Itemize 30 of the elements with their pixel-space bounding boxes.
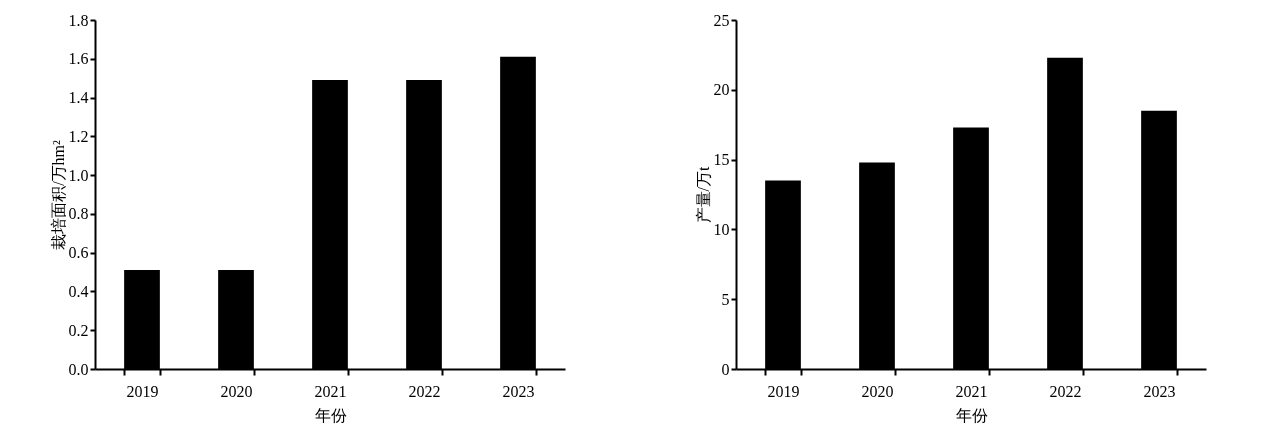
x-tick-label: 2023 — [1143, 382, 1176, 400]
x-tick-label: 2021 — [955, 382, 988, 400]
y-tick-label: 1.0 — [68, 166, 89, 184]
y-tick-label: 1.6 — [68, 50, 89, 68]
y-axis-title: 产量/万t — [694, 166, 712, 224]
y-tick-label: 0.4 — [68, 282, 89, 300]
x-tick-label: 2023 — [502, 382, 535, 400]
y-tick-label: 0.6 — [68, 244, 89, 262]
y-tick-label: 0.2 — [68, 321, 89, 339]
y-tick-label: 1.2 — [68, 127, 89, 145]
y-tick-label: 0 — [721, 360, 730, 378]
y-tick-label: 5 — [721, 290, 730, 308]
y-tick-label: 15 — [713, 151, 730, 169]
x-tick-label: 2022 — [408, 382, 441, 400]
y-tick-label: 0.0 — [68, 360, 89, 378]
x-axis-title: 年份 — [314, 406, 347, 424]
y-tick-label: 25 — [713, 11, 730, 29]
y-tick-label: 20 — [713, 81, 730, 99]
y-tick-label: 1.8 — [68, 11, 89, 29]
x-tick-label: 2019 — [767, 382, 800, 400]
x-tick-label: 2020 — [220, 382, 253, 400]
x-tick-label: 2022 — [1049, 382, 1082, 400]
x-tick-label: 2019 — [126, 382, 159, 400]
x-tick-label: 2020 — [861, 382, 894, 400]
y-tick-label: 1.4 — [68, 89, 89, 107]
y-tick-label: 10 — [713, 220, 730, 238]
y-tick-label: 0.8 — [68, 205, 89, 223]
x-axis-title: 年份 — [955, 406, 988, 424]
y-axis-title: 栽培面积/万hm² — [49, 139, 67, 250]
x-tick-label: 2021 — [314, 382, 347, 400]
